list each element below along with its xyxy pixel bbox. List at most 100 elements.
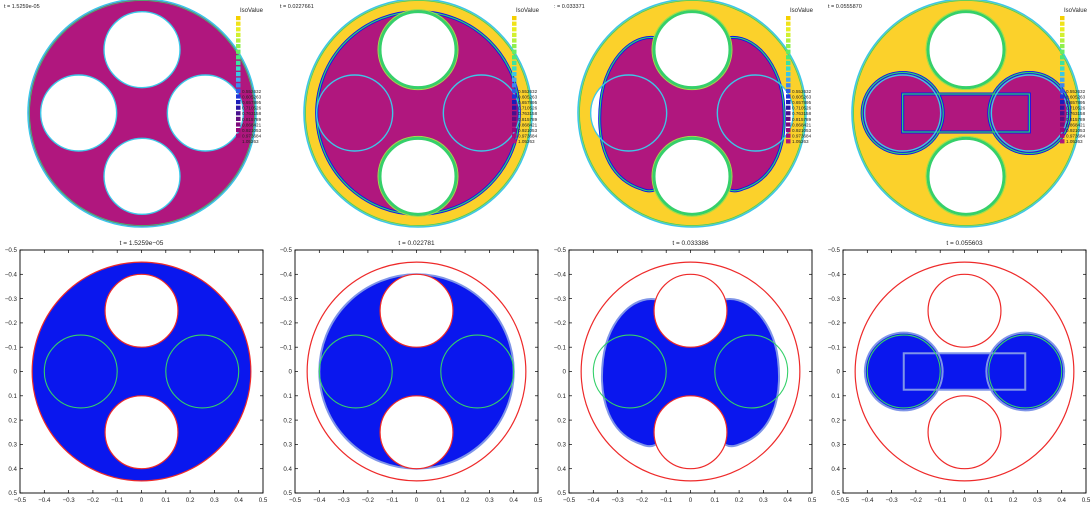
outer-region (28, 0, 256, 227)
legend-swatch (786, 21, 791, 26)
legend-value: 0.657895 (792, 100, 812, 105)
x-tick-label: 0 (140, 497, 144, 504)
legend-swatch (1060, 139, 1065, 144)
legend-swatch (236, 27, 241, 32)
legend-swatch (236, 111, 241, 116)
y-tick-label: −0.2 (554, 320, 567, 327)
hole-outline (926, 10, 1006, 90)
outer-boundary-inner (579, 0, 805, 226)
legend-value: 0.552632 (242, 89, 262, 94)
region-plot-2: −0.5 −0.5 −0.4 −0.4 −0.3 −0.3 −0.2 −0.2 −0.1 −0.1… (280, 240, 543, 504)
legend-swatch (786, 83, 791, 88)
legend-value: 0.605263 (242, 94, 262, 99)
y-tick-label: 0 (837, 369, 841, 376)
plot-title: t = 1.5259e-05 (4, 4, 40, 10)
hole-outline (990, 74, 1069, 152)
legend-swatch (786, 139, 791, 144)
legend-value: 0.815789 (1066, 117, 1086, 122)
legend-value: 0.710526 (242, 106, 262, 111)
reference-circle (43, 334, 118, 409)
contour-plot-2: t = 0.0227661 IsoValue 0.5526320.6052630.6… (280, 0, 540, 228)
plot-area (854, 261, 1075, 482)
y-tick-label: −0.2 (5, 320, 18, 327)
legend-swatch (512, 77, 517, 82)
x-tick-label: 0 (963, 497, 967, 504)
legend-swatch (1060, 55, 1065, 60)
blob-right-lobe (985, 331, 1066, 412)
legend-swatch (236, 38, 241, 43)
y-tick-label: 0.5 (8, 490, 17, 497)
blob-outline-outer (861, 71, 1071, 155)
y-tick-label: 0.3 (557, 442, 566, 449)
legend-value: 0.710526 (518, 106, 538, 111)
legend-value: 0.657895 (1066, 100, 1086, 105)
legend-value: 1.05263 (1066, 139, 1083, 144)
x-tick-label: 0 (689, 497, 693, 504)
y-tick-label: −0.4 (828, 272, 841, 279)
x-tick-label: −0.5 (14, 497, 27, 504)
legend-value: 0.921053 (1066, 128, 1086, 133)
y-tick-label: −0.5 (280, 247, 293, 254)
y-tick-label: 0.2 (8, 417, 17, 424)
legend-swatch (786, 60, 791, 65)
isovalue-legend: IsoValue 0.5526320.6052630.6578950.710526… (512, 8, 540, 144)
legend-swatch (236, 32, 241, 37)
y-tick-label: −0.4 (5, 272, 18, 279)
contour-plot-3: : = 0.033371 IsoValue 0.5526320.6052630.65… (554, 0, 814, 228)
x-tick-label: 0.5 (259, 497, 268, 504)
legend-swatch (236, 139, 241, 144)
x-tick-label: 0.1 (436, 497, 445, 504)
x-tick-label: 0.1 (984, 497, 993, 504)
legend-swatch (786, 94, 791, 99)
legend-title: IsoValue (240, 8, 264, 14)
blob-left-lobe (861, 71, 944, 155)
legend-swatch (512, 133, 517, 138)
legend-value: 0.973684 (242, 134, 262, 139)
legend-swatch (512, 72, 517, 77)
blob-bridge (903, 353, 1026, 390)
outer-boundary-inner (853, 0, 1079, 226)
legend-swatch (236, 66, 241, 71)
legend-swatch (786, 128, 791, 133)
x-tick-label: 0.2 (1009, 497, 1018, 504)
reference-circle (866, 334, 941, 409)
hole-outline (926, 136, 1006, 216)
legend-swatch (512, 116, 517, 121)
legend-swatch (786, 133, 791, 138)
legend-title: IsoValue (516, 8, 540, 14)
outer-boundary-circle (306, 261, 527, 482)
legend-swatch (1060, 105, 1065, 110)
x-tick-label: −0.1 (934, 497, 947, 504)
outer-boundary (851, 0, 1081, 228)
legend-swatch (786, 16, 791, 21)
x-tick-label: 0.2 (735, 497, 744, 504)
legend-swatch (786, 105, 791, 110)
legend-swatch (512, 32, 517, 37)
blue-region (864, 332, 1065, 411)
blue-region (319, 274, 514, 469)
x-tick-label: −0.4 (587, 497, 600, 504)
hole-outline (442, 74, 521, 152)
y-tick-label: 0 (14, 369, 18, 376)
legend-swatch (786, 27, 791, 32)
legend-swatch (236, 72, 241, 77)
legend-swatch (786, 49, 791, 54)
x-tick-label: 0.5 (808, 497, 817, 504)
blob-region (319, 274, 514, 469)
y-tick-label: 0.2 (283, 417, 292, 424)
y-tick-label: −0.3 (828, 296, 841, 303)
legend-swatch (236, 83, 241, 88)
legend-value: 0.710526 (792, 106, 812, 111)
reference-circle (318, 334, 393, 409)
legend-swatch (1060, 72, 1065, 77)
legend-swatch (236, 21, 241, 26)
legend-swatch (786, 111, 791, 116)
legend-value: 0.552632 (792, 89, 812, 94)
legend-swatch (236, 100, 241, 105)
y-tick-label: 0.3 (831, 442, 840, 449)
x-tick-label: 0.3 (1033, 497, 1042, 504)
plot-title: t = 0.022781 (398, 240, 435, 247)
x-tick-label: −0.3 (62, 497, 75, 504)
reference-circle (440, 334, 515, 409)
